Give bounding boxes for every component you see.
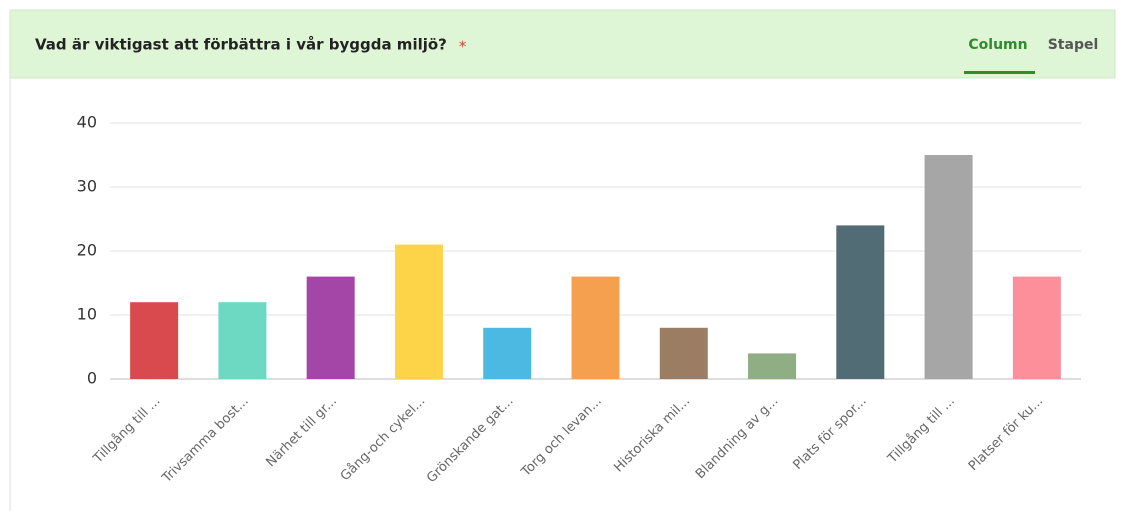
required-mark: * bbox=[459, 38, 467, 56]
question-title: Vad är viktigast att förbättra i vår byg… bbox=[35, 36, 447, 54]
x-tick-label: Gång-och cykel... bbox=[338, 394, 428, 484]
x-tick-label: Historiska mil... bbox=[611, 394, 693, 476]
y-tick-label: 40 bbox=[77, 113, 97, 132]
bar bbox=[748, 353, 797, 379]
x-tick-label: Plats för spor... bbox=[790, 394, 869, 473]
x-tick-label: Tillgång till ... bbox=[90, 394, 163, 467]
header-band bbox=[9, 9, 1116, 79]
x-tick-label: Grönskande gat... bbox=[424, 394, 516, 486]
x-tick-label: Trivsamma bost... bbox=[159, 394, 252, 487]
bar bbox=[836, 225, 885, 379]
tab-stapel[interactable]: Stapel bbox=[1048, 37, 1099, 53]
tab-column[interactable]: Column bbox=[968, 37, 1027, 53]
bar bbox=[571, 276, 620, 379]
x-tick-label: Torg och levan... bbox=[518, 394, 605, 481]
bar bbox=[659, 327, 708, 379]
bar bbox=[394, 244, 443, 379]
bar bbox=[1012, 276, 1061, 379]
y-tick-label: 0 bbox=[87, 369, 97, 388]
bar bbox=[924, 155, 973, 379]
y-tick-label: 30 bbox=[77, 177, 97, 196]
x-tick-label: Blandning av g... bbox=[693, 394, 781, 482]
bar bbox=[218, 302, 267, 379]
x-tick-label: Platser för ku... bbox=[966, 394, 1046, 474]
y-tick-label: 10 bbox=[77, 305, 97, 324]
x-tick-label: Närhet till gr... bbox=[264, 394, 340, 470]
bar bbox=[306, 276, 355, 379]
bar bbox=[130, 302, 179, 379]
y-tick-label: 20 bbox=[77, 241, 97, 260]
tab-underline bbox=[964, 71, 1035, 74]
x-tick-label: Tillgång till ... bbox=[885, 394, 958, 467]
bar bbox=[483, 327, 532, 379]
